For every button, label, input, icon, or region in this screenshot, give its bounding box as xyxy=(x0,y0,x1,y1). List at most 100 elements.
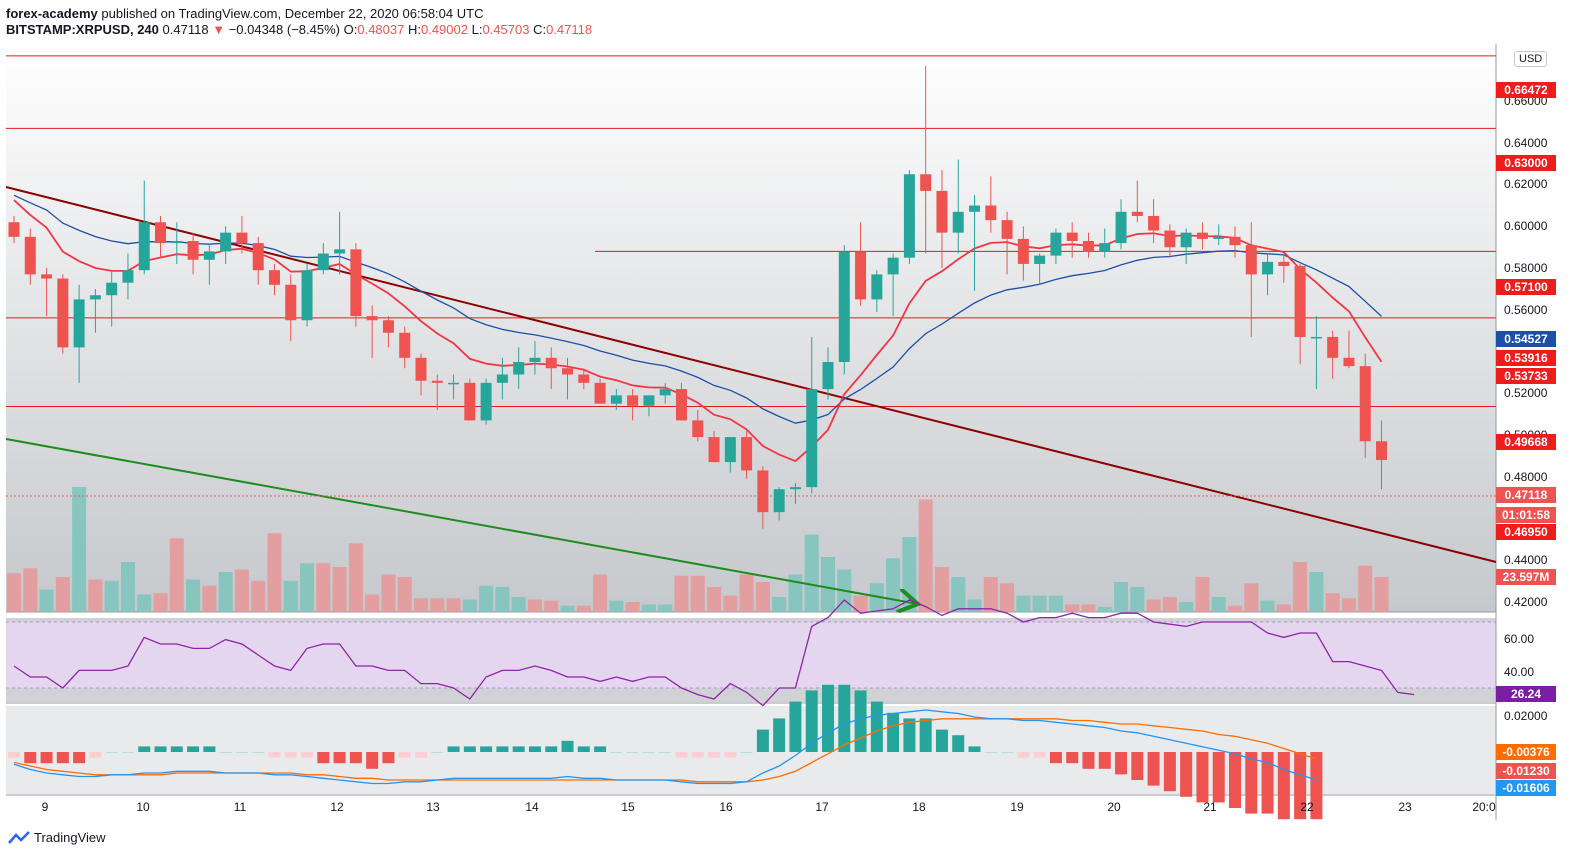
volume-bar xyxy=(446,598,461,612)
volume-bar xyxy=(120,562,135,612)
volume-bar xyxy=(983,577,998,612)
volume-bar xyxy=(886,558,901,612)
candle-body xyxy=(431,380,443,383)
candlesticks xyxy=(8,65,1388,529)
price-tick-label: 0.60000 xyxy=(1504,219,1548,233)
volume-bar xyxy=(267,533,282,612)
time-tick-label: 16 xyxy=(719,800,733,814)
macd-histogram-bar xyxy=(1310,752,1323,820)
candle-body xyxy=(1327,336,1339,358)
volume-bar xyxy=(251,580,266,612)
publish-header: forex-academy published on TradingView.c… xyxy=(6,6,483,21)
macd-histogram-bar xyxy=(1245,752,1258,814)
volume-bar xyxy=(804,534,819,612)
macd-histogram-bar xyxy=(1229,752,1241,808)
candle-body xyxy=(415,357,427,381)
volume-bar xyxy=(560,605,575,612)
price-tag: 0.54527 xyxy=(1496,331,1556,347)
volume-bar xyxy=(1146,599,1161,612)
candle-body xyxy=(1148,215,1160,231)
candle-body xyxy=(1343,357,1355,367)
candle-body xyxy=(350,249,362,317)
macd-histogram-bar xyxy=(675,752,688,758)
macd-histogram-bar xyxy=(903,718,916,752)
candle-body xyxy=(285,284,297,321)
macd-histogram-bar xyxy=(838,684,851,752)
volume-bar xyxy=(1179,602,1194,612)
candle-body xyxy=(985,205,997,221)
low-label: L: xyxy=(471,22,483,37)
macd-histogram-bar xyxy=(268,752,281,758)
volume-bar xyxy=(821,557,835,612)
candle-body xyxy=(708,437,720,463)
macd-histogram-bar xyxy=(1212,752,1225,803)
candle-body xyxy=(171,240,183,244)
published-text: published on TradingView.com, December 2… xyxy=(101,6,484,21)
price-tick-label: 0.42000 xyxy=(1504,595,1548,609)
macd-tick-label: 0.02000 xyxy=(1504,709,1548,723)
macd-histogram-bar xyxy=(349,752,362,764)
price-tick-label: 0.64000 xyxy=(1504,136,1548,150)
candle-body xyxy=(643,395,655,406)
macd-histogram-bar xyxy=(170,746,183,752)
price-tag: 0.49668 xyxy=(1496,434,1556,450)
price-tag: 23.597M xyxy=(1496,569,1556,585)
volume-bar xyxy=(23,568,38,612)
candle-body xyxy=(57,278,69,348)
candle-body xyxy=(106,282,118,296)
macd-histogram-bar xyxy=(1001,752,1014,753)
candle-body xyxy=(675,389,687,421)
candle-body xyxy=(187,240,199,260)
volume-bar xyxy=(707,587,722,612)
candle-body xyxy=(138,222,150,271)
volume-bar xyxy=(104,580,119,612)
volume-bar xyxy=(1244,583,1259,612)
macd-histogram-bar xyxy=(121,752,134,753)
symbol-label[interactable]: BITSTAMP:XRPUSD, 240 xyxy=(6,22,159,37)
volume-bar xyxy=(934,567,949,612)
time-tick-label: 11 xyxy=(233,800,247,814)
rsi-indicator xyxy=(13,599,1415,707)
currency-selector[interactable]: USD xyxy=(1514,51,1548,67)
green-trend-arrow[interactable] xyxy=(5,438,918,604)
macd-histogram-bar xyxy=(1115,752,1128,775)
macd-histogram-bar xyxy=(284,752,297,758)
candle-body xyxy=(73,299,85,348)
candle-body xyxy=(773,489,785,513)
volume-bar xyxy=(593,574,608,612)
volume-bar xyxy=(332,567,347,612)
volume-bar xyxy=(1211,597,1226,612)
candle-body xyxy=(936,190,948,233)
macd-histogram-bar xyxy=(952,735,965,752)
candle-body xyxy=(1180,232,1192,248)
macd-value-tag: -0.01606 xyxy=(1496,780,1556,796)
candle-body xyxy=(1099,243,1111,252)
price-tick-label: 0.62000 xyxy=(1504,177,1548,191)
macd-histogram-bar xyxy=(610,752,623,753)
candle-body xyxy=(838,251,850,362)
volume-bar xyxy=(609,600,624,612)
macd-histogram-bar xyxy=(1017,752,1030,758)
volume-bar xyxy=(772,597,787,612)
candle-body xyxy=(529,357,541,362)
macd-histogram-bar xyxy=(431,752,444,753)
volume-bar xyxy=(527,599,542,612)
macd-histogram-bar xyxy=(1196,752,1209,803)
candle-body xyxy=(513,361,525,375)
time-tick-label: 12 xyxy=(330,800,344,814)
volume-bar xyxy=(495,587,510,612)
macd-histogram-bar xyxy=(252,752,265,753)
candle-body xyxy=(610,395,622,404)
volume-bar xyxy=(641,604,656,612)
candle-body xyxy=(1278,261,1290,267)
tradingview-logo[interactable]: TradingView xyxy=(8,830,106,845)
candle-body xyxy=(1066,232,1078,241)
candle-body xyxy=(1001,220,1013,239)
macd-histogram-bar xyxy=(822,684,834,752)
candle-body xyxy=(122,270,134,283)
price-tag: 0.63000 xyxy=(1496,155,1556,171)
macd-value-tag: -0.00376 xyxy=(1496,744,1556,760)
author-name[interactable]: forex-academy xyxy=(6,6,98,21)
candle-body xyxy=(969,205,981,212)
